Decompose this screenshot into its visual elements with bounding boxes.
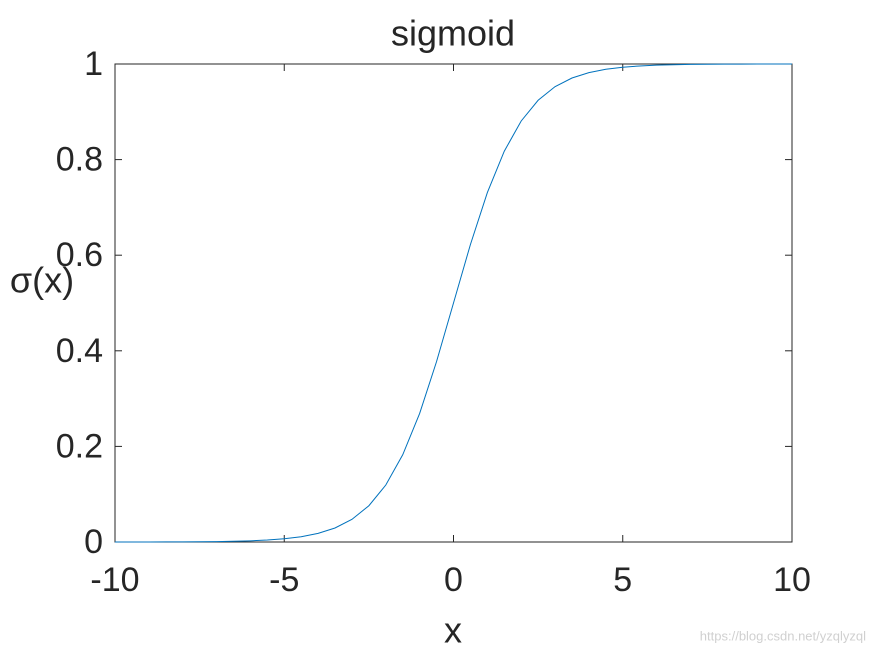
y-tick-label: 0.8 <box>56 141 103 179</box>
y-tick-label: 1 <box>84 45 103 83</box>
x-tick-label: 0 <box>444 561 463 599</box>
x-tick-label: -5 <box>269 561 299 599</box>
y-tick-label: 0.6 <box>56 236 103 274</box>
y-tick-label: 0.2 <box>56 427 103 465</box>
x-axis-label: x <box>444 610 462 651</box>
chart-title: sigmoid <box>391 13 515 54</box>
sigmoid-line <box>114 63 793 543</box>
y-axis-label: σ(x) <box>10 260 74 301</box>
x-tick-label: 5 <box>613 561 632 599</box>
y-tick-label: 0 <box>84 523 103 561</box>
x-tick-label: 10 <box>773 561 811 599</box>
x-tick-label: -10 <box>90 561 139 599</box>
watermark: https://blog.csdn.net/yzqlyzql <box>700 628 866 643</box>
y-tick-label: 0.4 <box>56 332 103 370</box>
